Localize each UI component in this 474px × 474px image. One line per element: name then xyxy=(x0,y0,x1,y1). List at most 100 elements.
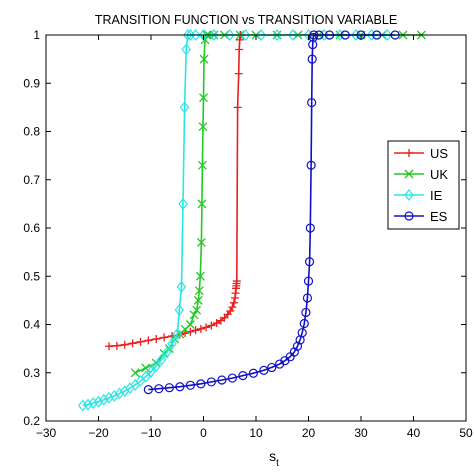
data-point-us xyxy=(232,277,241,286)
data-point-uk xyxy=(195,271,205,281)
x-tick-label: 30 xyxy=(354,426,368,440)
legend-label-uk: UK xyxy=(430,167,448,182)
data-point-uk xyxy=(185,320,195,329)
y-tick-label: 0.8 xyxy=(23,125,40,139)
data-point-us xyxy=(229,298,238,307)
legend-marker-ie xyxy=(404,189,414,201)
data-point-es xyxy=(206,377,216,387)
x-axis-label-main: s xyxy=(269,448,276,464)
data-point-us xyxy=(181,329,190,338)
data-point-ie xyxy=(272,29,282,41)
data-point-uk xyxy=(197,160,207,170)
data-point-us xyxy=(191,326,200,335)
data-point-ie xyxy=(172,328,183,341)
data-point-es xyxy=(299,318,309,329)
chart-title: TRANSITION FUNCTION vs TRANSITION VARIAB… xyxy=(95,13,397,27)
data-point-es xyxy=(164,383,174,393)
legend-item-ie: IE xyxy=(394,188,443,203)
data-point-us xyxy=(234,69,243,78)
data-point-es xyxy=(303,276,314,286)
legend-item-es: ES xyxy=(394,209,448,224)
data-point-uk xyxy=(130,368,140,378)
y-tick-label: 1 xyxy=(33,28,40,42)
data-point-us xyxy=(202,323,211,332)
data-point-es xyxy=(292,341,303,351)
data-point-us xyxy=(120,340,129,349)
data-point-es xyxy=(238,371,248,381)
data-point-ie xyxy=(146,365,156,378)
data-point-us xyxy=(233,103,242,112)
x-tick-label: −30 xyxy=(36,426,57,440)
legend: US UK IE ES xyxy=(387,140,460,230)
data-point-ie xyxy=(83,398,93,411)
data-point-ie xyxy=(190,29,201,41)
data-point-ie xyxy=(366,29,377,41)
data-point-ie xyxy=(319,29,330,41)
data-point-uk xyxy=(200,35,210,45)
data-point-es xyxy=(302,293,313,303)
data-point-us xyxy=(144,336,153,345)
data-point-es xyxy=(304,257,315,267)
data-point-uk xyxy=(196,238,206,247)
legend-item-uk: UK xyxy=(394,167,448,182)
data-point-es xyxy=(297,328,307,338)
legend-marker-us xyxy=(405,149,413,157)
y-tick-label: 0.3 xyxy=(23,366,40,380)
data-point-ie xyxy=(382,29,393,41)
data-point-es xyxy=(175,382,185,392)
data-point-es xyxy=(267,362,277,373)
data-point-ie xyxy=(181,43,191,56)
data-point-ie xyxy=(287,29,298,41)
x-tick-label: 0 xyxy=(200,426,207,440)
data-point-ie xyxy=(156,353,167,366)
data-point-us xyxy=(212,319,221,328)
y-tick-label: 0.9 xyxy=(23,76,40,90)
data-point-ie xyxy=(174,304,185,316)
data-point-ie xyxy=(209,29,219,41)
data-point-es xyxy=(301,307,311,318)
data-point-ie xyxy=(167,337,177,350)
legend-label-es: ES xyxy=(430,209,448,224)
axes: −30 −20 −10 0 10 20 30 40 50 0.2 0.3 0.4 0.5 0.6 0.7 0.… xyxy=(23,28,473,440)
data-point-es xyxy=(227,373,237,383)
data-point-ie xyxy=(114,387,125,400)
data-point-ie xyxy=(109,389,120,402)
y-tick-label: 0.7 xyxy=(23,173,40,187)
y-tick-label: 0.5 xyxy=(23,269,40,283)
x-tick-label: −20 xyxy=(88,426,109,440)
y-tick-label: 0.2 xyxy=(23,414,40,428)
data-point-us xyxy=(112,341,121,350)
data-point-es xyxy=(185,380,195,390)
data-point-es xyxy=(306,160,316,170)
data-point-ie xyxy=(93,395,104,408)
x-tick-label: −10 xyxy=(141,426,162,440)
data-point-uk xyxy=(199,93,208,103)
data-point-ie xyxy=(335,29,345,41)
data-point-es xyxy=(217,375,227,385)
data-point-es xyxy=(196,379,206,389)
data-point-ie xyxy=(176,280,187,293)
x-axis-label-subscript: t xyxy=(276,458,279,469)
data-point-us xyxy=(136,337,145,346)
y-tick-label: 0.4 xyxy=(23,318,40,332)
data-point-es xyxy=(154,384,164,394)
data-point-ie xyxy=(350,29,361,41)
x-tick-label: 50 xyxy=(459,426,473,440)
legend-label-ie: IE xyxy=(430,188,443,203)
data-point-uk xyxy=(193,295,203,305)
legend-item-us: US xyxy=(394,146,448,161)
data-point-es xyxy=(248,368,258,378)
data-point-ie xyxy=(182,29,193,41)
data-point-ie xyxy=(77,399,88,412)
data-point-es xyxy=(307,97,317,108)
legend-marker-uk xyxy=(404,169,414,179)
data-point-uk xyxy=(151,358,161,368)
legend-box xyxy=(387,140,460,230)
series-us xyxy=(105,31,245,351)
data-point-us xyxy=(207,321,216,330)
data-point-ie xyxy=(161,346,172,359)
data-point-us xyxy=(105,342,113,351)
data-point-uk xyxy=(194,286,204,296)
y-tick-label: 0.6 xyxy=(23,221,40,235)
